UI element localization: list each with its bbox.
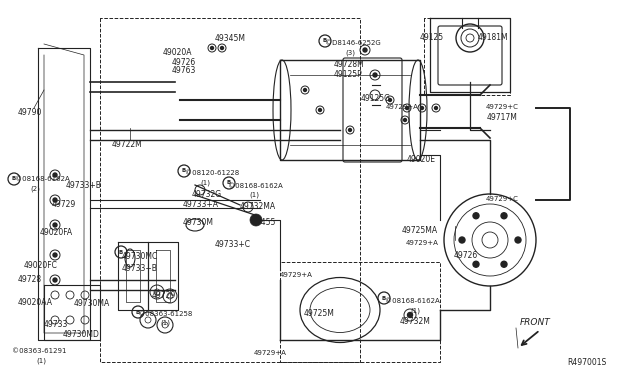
Text: 49125P: 49125P [334,70,363,79]
Text: 49345M: 49345M [215,34,246,43]
Text: 49763: 49763 [172,66,196,75]
Circle shape [53,223,57,227]
Text: 49020A: 49020A [163,48,193,57]
Circle shape [473,261,479,267]
Circle shape [473,213,479,219]
Text: (1): (1) [200,180,210,186]
Text: 49181M: 49181M [478,33,509,42]
Circle shape [403,119,406,122]
Text: 49730M: 49730M [183,218,214,227]
Text: 49125G: 49125G [361,94,391,103]
Text: 49020FA: 49020FA [40,228,73,237]
Text: (1): (1) [160,320,170,327]
Circle shape [459,237,465,243]
Text: 49125: 49125 [420,33,444,42]
Text: 49729+C: 49729+C [486,196,519,202]
Text: 49730MA: 49730MA [74,299,110,308]
Text: 49729+C: 49729+C [486,104,519,110]
Circle shape [501,261,507,267]
Text: R497001S: R497001S [567,358,606,367]
Text: 49733: 49733 [44,320,68,329]
Text: 49732G: 49732G [192,190,222,199]
Text: 49729+A: 49729+A [406,240,439,246]
Text: 49722M: 49722M [112,140,143,149]
Text: 49790: 49790 [18,108,42,117]
Text: B: B [323,38,327,44]
Circle shape [406,106,408,109]
Text: (1): (1) [410,308,420,314]
Text: 49717M: 49717M [487,113,518,122]
Circle shape [250,214,262,226]
Text: 49729+A: 49729+A [254,350,287,356]
Text: 49733+B: 49733+B [66,181,102,190]
Text: 49726: 49726 [454,251,478,260]
Circle shape [515,237,521,243]
Text: 49725M: 49725M [304,309,335,318]
Circle shape [363,48,367,52]
Text: ©08363-61258: ©08363-61258 [138,311,193,317]
Text: ©08168-6162A: ©08168-6162A [15,176,70,182]
Text: 49020FC: 49020FC [24,261,58,270]
Text: 49726: 49726 [172,58,196,67]
Text: 49733+A: 49733+A [183,200,219,209]
Text: 49730MD: 49730MD [63,330,100,339]
Text: ©08168-6162A: ©08168-6162A [385,298,440,304]
Text: 49729: 49729 [152,291,176,300]
Text: 49728M: 49728M [334,60,365,69]
Circle shape [388,99,392,102]
Circle shape [53,173,57,177]
Text: 49728: 49728 [18,275,42,284]
Text: B: B [136,310,140,314]
Text: 49729: 49729 [52,200,76,209]
Text: B: B [382,295,386,301]
Text: ©08120-61228: ©08120-61228 [185,170,239,176]
Text: B: B [227,180,231,186]
Circle shape [319,109,321,112]
Text: FRONT: FRONT [520,318,551,327]
Text: 49732MA: 49732MA [240,202,276,211]
Text: 49455: 49455 [252,218,276,227]
Text: 49729+A: 49729+A [386,104,419,110]
Text: 49730MC: 49730MC [122,252,158,261]
Circle shape [501,213,507,219]
Text: ©08168-6162A: ©08168-6162A [228,183,283,189]
Text: 49725MA: 49725MA [402,226,438,235]
Text: 49020E: 49020E [407,155,436,164]
Text: 49733+C: 49733+C [215,240,251,249]
Text: (3): (3) [345,50,355,57]
Text: ©D8146-6252G: ©D8146-6252G [325,40,381,46]
Circle shape [408,312,413,317]
Text: B: B [182,169,186,173]
Text: 49729+A: 49729+A [280,272,313,278]
Text: 49732M: 49732M [400,317,431,326]
Text: (1): (1) [36,357,46,363]
Circle shape [349,128,351,131]
Text: (2): (2) [30,185,40,192]
Circle shape [303,89,307,92]
Text: B: B [12,176,16,182]
Text: ©08363-61291: ©08363-61291 [12,348,67,354]
Text: 49020AA: 49020AA [18,298,53,307]
Text: B: B [119,250,123,254]
Circle shape [53,253,57,257]
Circle shape [53,278,57,282]
Text: (1): (1) [249,192,259,199]
Circle shape [221,46,223,49]
Circle shape [420,106,424,109]
Circle shape [373,73,377,77]
Circle shape [53,198,57,202]
Circle shape [211,46,214,49]
Text: 49733+B: 49733+B [122,264,158,273]
Circle shape [435,106,438,109]
